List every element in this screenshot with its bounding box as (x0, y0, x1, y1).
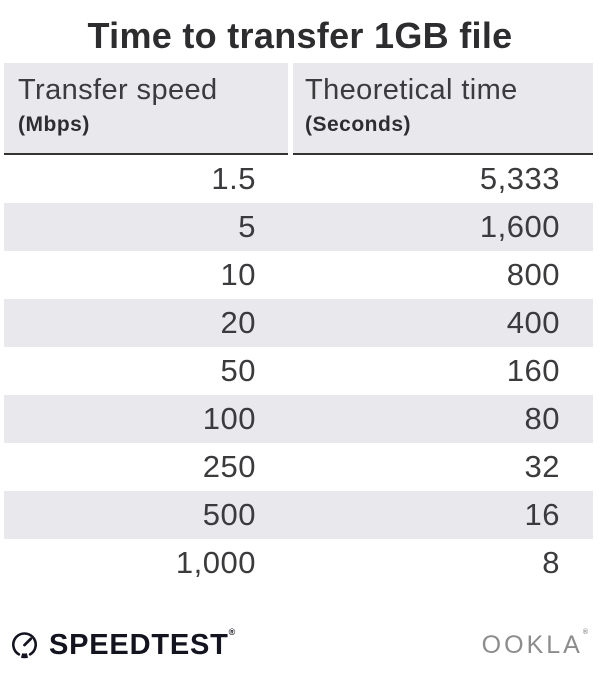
table-row: 250 32 (4, 443, 593, 491)
time-cell: 8 (542, 545, 560, 580)
speed-cell: 100 (202, 401, 256, 436)
table-header: Transfer speed (Mbps) Theoretical time (… (4, 63, 593, 155)
table-body: 1.5 5,333 5 1,600 10 800 20 400 50 160 1… (4, 155, 593, 587)
speed-cell: 50 (220, 353, 256, 388)
footer: SPEEDTEST® OOKLA® (0, 627, 600, 662)
ookla-trademark: ® (582, 629, 591, 636)
speed-cell: 10 (220, 257, 256, 292)
speedtest-wordmark: SPEEDTEST® (49, 627, 237, 662)
page-title: Time to transfer 1GB file (87, 15, 513, 56)
speedtest-label: SPEEDTEST (49, 629, 229, 661)
table-row: 1.5 5,333 (4, 155, 593, 203)
speed-cell: 5 (238, 209, 256, 244)
table-row: 10 800 (4, 251, 593, 299)
column-header-speed: Transfer speed (Mbps) (4, 63, 288, 155)
speedtest-logo: SPEEDTEST® (9, 627, 237, 662)
column-header-time: Theoretical time (Seconds) (293, 63, 593, 155)
table-row: 50 160 (4, 347, 593, 395)
ookla-label: OOKLA (481, 631, 583, 659)
speedtest-trademark: ® (228, 627, 237, 637)
infographic: Time to transfer 1GB file Transfer speed… (0, 15, 600, 662)
table-row: 100 80 (4, 395, 593, 443)
table-row: 1,000 8 (4, 539, 593, 587)
speedtest-gauge-icon (9, 630, 40, 661)
table-row: 20 400 (4, 299, 593, 347)
time-cell: 5,333 (479, 161, 560, 196)
table-row: 5 1,600 (4, 203, 593, 251)
table-row: 500 16 (4, 491, 593, 539)
speed-cell: 20 (220, 305, 256, 340)
time-cell: 160 (506, 353, 560, 388)
column-label-time: Theoretical time (305, 74, 518, 106)
time-cell: 800 (506, 257, 560, 292)
column-unit-speed: (Mbps) (18, 113, 90, 136)
speed-cell: 500 (202, 497, 256, 532)
column-label-speed: Transfer speed (18, 74, 218, 106)
time-cell: 1,600 (479, 209, 560, 244)
time-cell: 80 (524, 401, 560, 436)
column-unit-time: (Seconds) (305, 113, 412, 136)
time-cell: 32 (524, 449, 560, 484)
ookla-wordmark: OOKLA® (481, 629, 591, 660)
speed-cell: 1.5 (211, 161, 256, 196)
speed-cell: 250 (202, 449, 256, 484)
time-cell: 400 (506, 305, 560, 340)
speed-cell: 1,000 (175, 545, 256, 580)
time-cell: 16 (524, 497, 560, 532)
